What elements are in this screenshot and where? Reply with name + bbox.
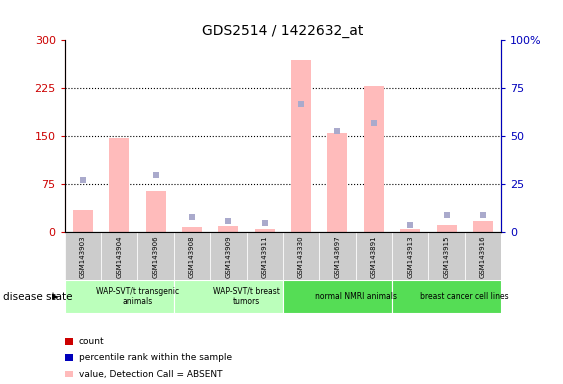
Text: ▶: ▶	[52, 292, 59, 301]
Bar	[400, 229, 420, 232]
Bar	[436, 225, 457, 232]
Text: GSM143911: GSM143911	[262, 235, 268, 278]
Bar	[254, 229, 275, 232]
Bar	[65, 280, 174, 313]
Text: disease state: disease state	[3, 291, 72, 302]
Bar	[473, 221, 493, 232]
Bar	[283, 232, 319, 280]
Text: GSM143909: GSM143909	[225, 235, 231, 278]
Bar	[464, 232, 501, 280]
Bar	[392, 280, 501, 313]
Text: GSM143697: GSM143697	[334, 235, 341, 278]
Bar	[328, 133, 347, 232]
Text: GSM143915: GSM143915	[444, 235, 449, 278]
Text: GSM143906: GSM143906	[153, 235, 159, 278]
Text: GSM143891: GSM143891	[371, 235, 377, 278]
Bar	[109, 137, 129, 232]
Text: percentile rank within the sample: percentile rank within the sample	[79, 353, 232, 362]
Text: GSM143913: GSM143913	[407, 235, 413, 278]
Bar	[428, 232, 464, 280]
Text: value, Detection Call = ABSENT: value, Detection Call = ABSENT	[79, 369, 222, 379]
Bar	[174, 232, 210, 280]
Text: GSM143916: GSM143916	[480, 235, 486, 278]
Text: GSM143903: GSM143903	[80, 235, 86, 278]
Bar	[137, 232, 174, 280]
Bar	[291, 60, 311, 232]
Bar	[283, 280, 392, 313]
Bar	[65, 232, 101, 280]
Bar	[247, 232, 283, 280]
Bar	[319, 232, 356, 280]
Text: WAP-SVT/t breast
tumors: WAP-SVT/t breast tumors	[213, 287, 280, 306]
Text: GSM143904: GSM143904	[117, 235, 122, 278]
Bar	[356, 232, 392, 280]
Bar	[146, 191, 166, 232]
Text: normal NMRI animals: normal NMRI animals	[315, 292, 396, 301]
Bar	[210, 232, 247, 280]
Bar	[174, 280, 283, 313]
Text: WAP-SVT/t transgenic
animals: WAP-SVT/t transgenic animals	[96, 287, 179, 306]
Title: GDS2514 / 1422632_at: GDS2514 / 1422632_at	[202, 24, 364, 38]
Bar	[73, 210, 93, 232]
Bar	[101, 232, 137, 280]
Bar	[364, 86, 384, 232]
Bar	[392, 232, 428, 280]
Text: GSM143908: GSM143908	[189, 235, 195, 278]
Text: GSM143330: GSM143330	[298, 235, 304, 278]
Text: count: count	[79, 337, 105, 346]
Bar	[218, 226, 238, 232]
Text: breast cancer cell lines: breast cancer cell lines	[421, 292, 509, 301]
Bar	[182, 227, 202, 232]
